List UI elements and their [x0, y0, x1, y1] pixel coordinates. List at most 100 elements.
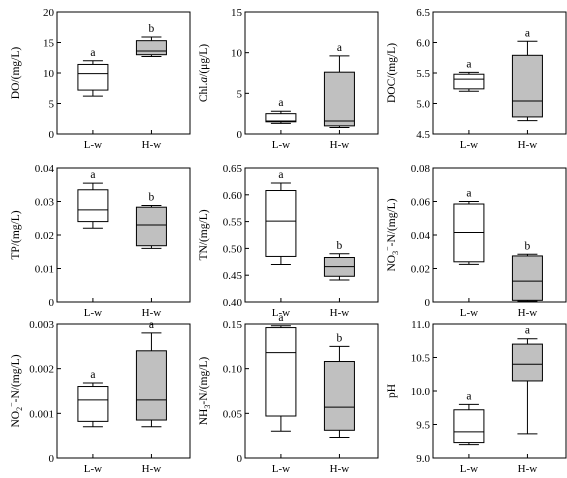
box-l-w [77, 63, 109, 91]
y-tick-label: 0.65 [223, 163, 243, 175]
x-tick-label: H-w [142, 463, 162, 475]
x-tick-label: H-w [142, 139, 162, 151]
y-tick-label: 10 [43, 68, 55, 80]
x-tick-label: H-w [330, 463, 350, 475]
y-tick-label: 9.5 [416, 420, 430, 432]
x-tick-label: L-w [272, 139, 290, 151]
y-tick-label: 0.002 [29, 364, 54, 376]
y-tick-label: 10.5 [411, 353, 431, 365]
significance-letter: a [466, 58, 471, 70]
y-axis-label: NH3-N/(mg/L) [198, 357, 212, 426]
y-tick-label: 0.08 [411, 163, 431, 175]
y-tick-label: 5 [49, 99, 55, 111]
y-axis-label: NO2−-N/(mg/L) [7, 354, 24, 427]
y-tick-label: 0 [49, 129, 55, 141]
y-tick-label: 15 [43, 38, 55, 50]
y-tick-label: 6.0 [416, 38, 430, 50]
panel-7: 0 0.001 0.002 0.003 NO2−-N/(mg/L) L-w a H-w a [7, 319, 191, 475]
box-h-w [511, 54, 543, 118]
plot-frame [432, 167, 567, 303]
y-axis-label: TP/(mg/L) [10, 210, 22, 259]
box-h-w [135, 40, 167, 56]
x-tick-label: L-w [460, 307, 478, 319]
panel-3: 4.5 5.0 5.5 6.0 6.5 DOC/(mg/L) L-w a H-w a [386, 7, 567, 151]
box-l-w [77, 189, 109, 223]
y-tick-label: 0.02 [35, 230, 54, 242]
y-tick-label: 5.5 [416, 68, 430, 80]
panel-9: 9.0 9.5 10.0 10.5 11.0 pH L-w a H-w a [386, 319, 567, 475]
box-h-w [511, 255, 543, 301]
y-tick-label: 0.06 [411, 197, 431, 209]
significance-letter: b [337, 332, 343, 344]
plot-frame [56, 11, 191, 135]
plot-frame [244, 167, 379, 303]
box-l-w [265, 113, 297, 123]
box-h-w [323, 361, 355, 431]
y-tick-label: 0.60 [223, 190, 243, 202]
y-axis-label: pH [386, 384, 398, 398]
y-tick-label: 15 [231, 7, 243, 19]
y-axis-label: TN/(mg/L) [198, 209, 210, 260]
significance-letter: a [149, 319, 154, 331]
box-h-w [511, 343, 543, 382]
y-tick-label: 0.001 [29, 408, 54, 420]
box-l-w [453, 409, 485, 444]
y-tick-label: 0.10 [223, 364, 243, 376]
panel-1: 0 5 10 15 20 DO/(mg/L) L-w a H-w b [10, 7, 191, 151]
significance-letter: b [337, 240, 343, 252]
plot-frame [56, 167, 191, 303]
y-tick-label: 5.0 [416, 99, 430, 111]
x-tick-label: H-w [518, 463, 538, 475]
x-tick-label: L-w [84, 307, 102, 319]
x-tick-label: L-w [84, 463, 102, 475]
y-tick-label: 0.04 [411, 230, 431, 242]
x-tick-label: H-w [330, 307, 350, 319]
plot-frame [244, 323, 379, 459]
significance-letter: a [90, 369, 95, 381]
y-tick-label: 0.01 [35, 264, 54, 276]
y-tick-label: 10 [231, 48, 243, 60]
panel-4: 0 0.01 0.02 0.03 0.04 TP/(mg/L) L-w a H-w b [10, 163, 191, 319]
significance-letter: a [337, 42, 342, 54]
y-axis-label: DOC/(mg/L) [386, 43, 398, 103]
x-tick-label: L-w [460, 139, 478, 151]
significance-letter: a [525, 325, 530, 337]
box-l-w [265, 327, 297, 417]
y-tick-label: 0.03 [35, 197, 55, 209]
significance-letter: a [90, 47, 95, 59]
significance-letter: b [149, 23, 155, 35]
box-l-w [453, 73, 485, 90]
x-tick-label: H-w [142, 307, 162, 319]
significance-letter: b [149, 192, 155, 204]
significance-letter: a [466, 390, 471, 402]
x-tick-label: L-w [272, 307, 290, 319]
plot-frame [244, 11, 379, 135]
y-axis-label: Chl.a/(μg/L) [198, 44, 210, 102]
significance-letter: b [525, 240, 531, 252]
box-l-w [77, 386, 109, 422]
significance-letter: a [466, 188, 471, 200]
plot-frame [56, 323, 191, 459]
y-axis-label: DO/(mg/L) [10, 47, 22, 100]
x-tick-label: L-w [272, 463, 290, 475]
y-tick-label: 0.02 [411, 264, 430, 276]
y-tick-label: 0.04 [35, 163, 55, 175]
significance-letter: a [90, 169, 95, 181]
x-tick-label: H-w [518, 139, 538, 151]
panel-5: 0.40 0.45 0.50 0.55 0.60 0.65 TN/(mg/L) L-w a H-w… [198, 163, 379, 319]
y-tick-label: 0.003 [29, 319, 54, 331]
y-tick-label: 0 [49, 453, 55, 465]
y-tick-label: 0.45 [223, 270, 243, 282]
panel-8: 0 0.05 0.10 0.15 NH3-N/(mg/L) L-w a H-w b [198, 312, 379, 475]
y-tick-label: 4.5 [416, 129, 430, 141]
panel-2: 0 5 10 15 Chl.a/(μg/L) L-w a H-w a [198, 7, 379, 151]
plot-frame [432, 11, 567, 135]
y-tick-label: 20 [43, 7, 55, 19]
y-tick-label: 6.5 [416, 7, 430, 19]
significance-letter: a [525, 27, 530, 39]
y-tick-label: 0 [425, 297, 431, 309]
box-h-w [323, 71, 355, 127]
y-tick-label: 0.05 [223, 408, 243, 420]
box-l-w [265, 190, 297, 257]
